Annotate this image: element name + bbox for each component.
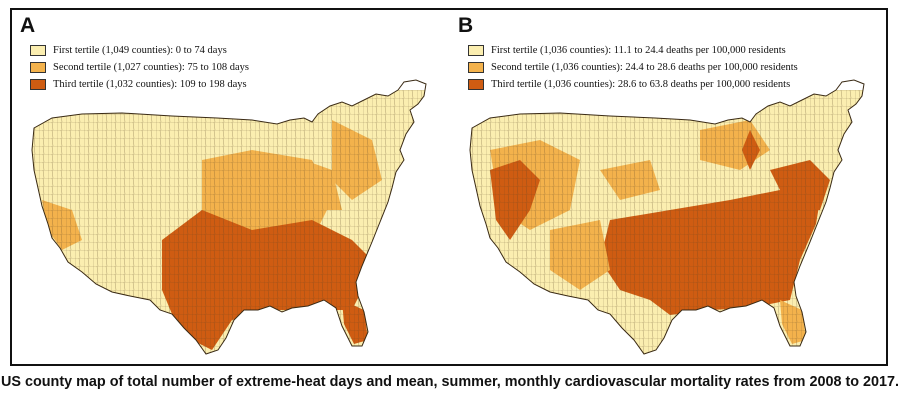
legend-swatch-first-tertile xyxy=(468,45,484,56)
us-outline-b xyxy=(469,79,865,355)
legend-b: First tertile (1,036 counties): 11.1 to … xyxy=(468,42,798,93)
legend-item-b-1: First tertile (1,036 counties): 11.1 to … xyxy=(468,42,798,59)
figure-caption: US county map of total number of extreme… xyxy=(0,374,900,390)
map-cardiovascular-mortality xyxy=(469,79,865,355)
legend-swatch-third-tertile xyxy=(468,79,484,90)
legend-label: Third tertile (1,032 counties): 109 to 1… xyxy=(53,79,247,90)
legend-swatch-second-tertile xyxy=(468,62,484,73)
legend-item-a-2: Second tertile (1,027 counties): 75 to 1… xyxy=(30,59,249,76)
legend-item-b-3: Third tertile (1,036 counties): 28.6 to … xyxy=(468,76,798,93)
legend-swatch-first-tertile xyxy=(30,45,46,56)
panel-letter-b: B xyxy=(458,14,474,37)
legend-item-a-1: First tertile (1,049 counties): 0 to 74 … xyxy=(30,42,249,59)
legend-item-b-2: Second tertile (1,036 counties): 24.4 to… xyxy=(468,59,798,76)
panel-a: A First tertile (1,049 counties): 0 to 7… xyxy=(12,10,450,364)
legend-swatch-third-tertile xyxy=(30,79,46,90)
legend-label: First tertile (1,036 counties): 11.1 to … xyxy=(491,45,786,56)
legend-a: First tertile (1,049 counties): 0 to 74 … xyxy=(30,42,249,93)
legend-swatch-second-tertile xyxy=(30,62,46,73)
legend-label: First tertile (1,049 counties): 0 to 74 … xyxy=(53,45,227,56)
panel-letter-a: A xyxy=(20,14,36,37)
figure-frame: A First tertile (1,049 counties): 0 to 7… xyxy=(10,8,888,366)
map-extreme-heat-days xyxy=(31,79,427,355)
legend-label: Second tertile (1,036 counties): 24.4 to… xyxy=(491,62,798,73)
panel-b: B First tertile (1,036 counties): 11.1 t… xyxy=(450,10,888,364)
us-county-choropleth-b xyxy=(470,90,864,354)
legend-item-a-3: Third tertile (1,032 counties): 109 to 1… xyxy=(30,76,249,93)
legend-label: Second tertile (1,027 counties): 75 to 1… xyxy=(53,62,249,73)
us-outline-a xyxy=(31,79,427,355)
us-county-choropleth-a xyxy=(32,90,426,354)
legend-label: Third tertile (1,036 counties): 28.6 to … xyxy=(491,79,791,90)
